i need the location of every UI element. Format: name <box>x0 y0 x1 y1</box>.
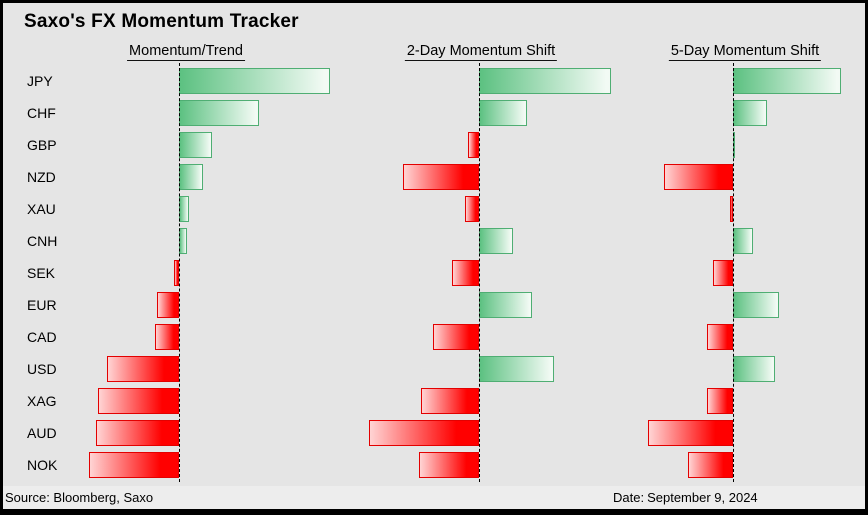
bar-5-day-momentum-shift-sek <box>713 260 733 286</box>
bar-5-day-momentum-shift-eur <box>733 292 779 318</box>
bar-momentum-trend-aud <box>96 420 179 446</box>
bar-2-day-momentum-shift-nok <box>419 452 479 478</box>
bar-5-day-momentum-shift-cad <box>707 324 733 350</box>
bar-momentum-trend-jpy <box>179 68 330 94</box>
bar-5-day-momentum-shift-aud <box>648 420 733 446</box>
row-label-usd: USD <box>27 361 57 377</box>
panel-header-5day-shift: 5-Day Momentum Shift <box>668 43 822 61</box>
row-label-jpy: JPY <box>27 73 53 89</box>
bar-2-day-momentum-shift-gbp <box>468 132 479 158</box>
bar-momentum-trend-nok <box>89 452 179 478</box>
date-value: September 9, 2024 <box>647 490 758 505</box>
bar-5-day-momentum-shift-xau <box>730 196 733 222</box>
bar-momentum-trend-chf <box>179 100 259 126</box>
bar-2-day-momentum-shift-eur <box>479 292 532 318</box>
bar-5-day-momentum-shift-nok <box>688 452 733 478</box>
row-label-chf: CHF <box>27 105 56 121</box>
row-label-nok: NOK <box>27 457 58 473</box>
panel-header-2day-shift: 2-Day Momentum Shift <box>404 43 558 61</box>
bar-5-day-momentum-shift-jpy <box>733 68 841 94</box>
bar-2-day-momentum-shift-cnh <box>479 228 513 254</box>
bar-2-day-momentum-shift-xag <box>421 388 479 414</box>
bar-2-day-momentum-shift-chf <box>479 100 527 126</box>
zero-axis-line-5-day-momentum-shift <box>733 63 734 482</box>
row-label-gbp: GBP <box>27 137 57 153</box>
row-label-sek: SEK <box>27 265 56 281</box>
bar-2-day-momentum-shift-usd <box>479 356 554 382</box>
bar-momentum-trend-xag <box>98 388 179 414</box>
row-label-xag: XAG <box>27 393 57 409</box>
source-text: Source: Bloomberg, Saxo <box>5 490 154 505</box>
row-label-cad: CAD <box>27 329 57 345</box>
bar-momentum-trend-sek <box>174 260 179 286</box>
row-label-nzd: NZD <box>27 169 56 185</box>
bar-5-day-momentum-shift-nzd <box>664 164 733 190</box>
bar-2-day-momentum-shift-xau <box>465 196 479 222</box>
bar-momentum-trend-nzd <box>179 164 203 190</box>
zero-axis-line-momentum-trend <box>179 63 180 482</box>
row-label-aud: AUD <box>27 425 57 441</box>
bar-5-day-momentum-shift-chf <box>733 100 767 126</box>
bar-2-day-momentum-shift-nzd <box>403 164 479 190</box>
bar-2-day-momentum-shift-cad <box>433 324 479 350</box>
bar-momentum-trend-usd <box>107 356 179 382</box>
bar-5-day-momentum-shift-cnh <box>733 228 753 254</box>
bar-momentum-trend-eur <box>157 292 179 318</box>
panel-header-momentum-trend: Momentum/Trend <box>127 43 245 61</box>
bar-momentum-trend-cnh <box>179 228 187 254</box>
bar-momentum-trend-gbp <box>179 132 212 158</box>
footer: Source: Bloomberg, Saxo Date: September 9… <box>0 486 868 509</box>
zero-axis-line-2-day-momentum-shift <box>479 63 480 482</box>
date-text: Date: September 9, 2024 <box>613 490 761 505</box>
row-label-eur: EUR <box>27 297 57 313</box>
row-label-xau: XAU <box>27 201 56 217</box>
row-label-cnh: CNH <box>27 233 58 249</box>
bar-5-day-momentum-shift-usd <box>733 356 775 382</box>
bar-momentum-trend-xau <box>179 196 189 222</box>
bar-2-day-momentum-shift-sek <box>452 260 479 286</box>
bar-5-day-momentum-shift-xag <box>707 388 733 414</box>
bar-momentum-trend-cad <box>155 324 179 350</box>
bar-2-day-momentum-shift-aud <box>369 420 479 446</box>
page-title: Saxo's FX Momentum Tracker <box>24 11 299 32</box>
bar-2-day-momentum-shift-jpy <box>479 68 611 94</box>
date-label: Date: <box>613 490 645 505</box>
